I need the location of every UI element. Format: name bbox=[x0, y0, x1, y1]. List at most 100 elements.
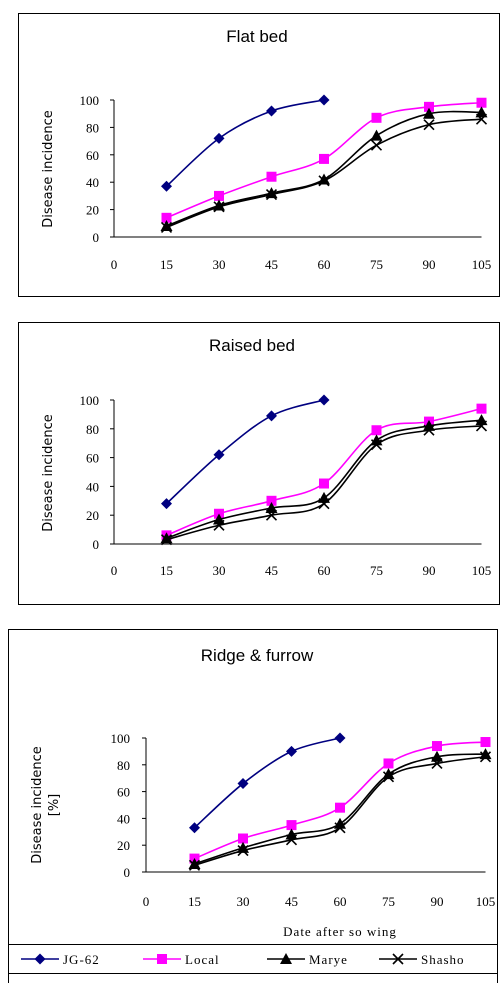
chart-title: Flat bed bbox=[226, 27, 287, 46]
y-tick-label: 20 bbox=[86, 508, 99, 523]
data-point-local bbox=[432, 741, 442, 752]
y-tick-label: 0 bbox=[93, 230, 100, 245]
x-tick-label: 60 bbox=[318, 257, 331, 272]
data-point-jg-62 bbox=[161, 180, 172, 192]
y-tick-label: 40 bbox=[86, 479, 99, 494]
y-tick-label: 100 bbox=[80, 393, 100, 408]
series-shasho bbox=[160, 113, 488, 233]
data-point-shasho bbox=[318, 175, 330, 187]
data-point-marye bbox=[160, 532, 173, 544]
data-point-marye bbox=[431, 750, 443, 762]
data-point-shasho bbox=[285, 834, 298, 846]
legend-marker-shasho bbox=[392, 953, 404, 965]
y-tick-label: 80 bbox=[86, 120, 99, 135]
data-point-shasho bbox=[160, 534, 173, 546]
chart-flat-bed: Flat bed Disease incidence 0 20 40 60 80 100 0 15… bbox=[41, 27, 491, 272]
chart-panel-ridge-furrow: Ridge & furrow Disease incidence [%] 0 20 40 6… bbox=[8, 629, 498, 983]
data-point-jg-62 bbox=[189, 822, 200, 834]
data-point-shasho bbox=[160, 221, 173, 233]
series-jg-62 bbox=[189, 732, 346, 834]
x-tick-label: 0 bbox=[143, 894, 150, 909]
data-point-shasho bbox=[334, 822, 346, 834]
data-point-jg-62 bbox=[161, 498, 172, 510]
y-tick-label: 40 bbox=[117, 811, 130, 826]
data-point-shasho bbox=[475, 113, 488, 125]
data-point-jg-62 bbox=[334, 732, 346, 744]
data-point-local bbox=[371, 112, 382, 123]
data-point-local bbox=[286, 820, 297, 831]
x-tick-label: 30 bbox=[213, 257, 226, 272]
chart-title: Raised bed bbox=[209, 336, 295, 355]
data-point-marye bbox=[188, 857, 201, 869]
legend-marker-jg-62 bbox=[34, 953, 46, 965]
data-point-local bbox=[319, 153, 329, 164]
x-tick-label: 75 bbox=[370, 563, 383, 578]
legend-marker-marye bbox=[280, 953, 292, 964]
data-point-local bbox=[476, 403, 487, 414]
series-line-jg-62 bbox=[165, 99, 325, 187]
y-tick-label: 80 bbox=[117, 758, 130, 773]
y-axis-label: Disease incidence bbox=[41, 414, 56, 532]
chart-title: Ridge & furrow bbox=[201, 646, 314, 665]
data-point-local bbox=[266, 495, 277, 506]
legend-entry-local: Local bbox=[143, 952, 220, 967]
data-point-marye bbox=[265, 502, 278, 513]
series-marye bbox=[160, 106, 488, 232]
data-point-local bbox=[238, 833, 248, 844]
data-point-local bbox=[476, 97, 487, 108]
x-tick-label: 15 bbox=[188, 894, 201, 909]
data-point-shasho bbox=[188, 859, 201, 871]
data-point-jg-62 bbox=[318, 394, 330, 406]
series-shasho bbox=[160, 420, 488, 546]
x-tick-label: 60 bbox=[334, 894, 347, 909]
data-point-shasho bbox=[265, 509, 278, 521]
data-point-local bbox=[319, 478, 329, 489]
chart-ridge-furrow: Ridge & furrow Disease incidence [%] 0 20 40 6… bbox=[30, 646, 496, 939]
data-point-jg-62 bbox=[318, 94, 330, 106]
x-tick-label: 45 bbox=[265, 563, 278, 578]
chart-legend: JG-62 Local Marye Shasho bbox=[8, 944, 498, 974]
data-point-local bbox=[371, 425, 382, 436]
y-tick-label: 60 bbox=[86, 148, 99, 163]
data-point-marye bbox=[475, 414, 488, 426]
series-line-jg-62 bbox=[193, 737, 341, 829]
data-point-marye bbox=[382, 768, 395, 780]
x-tick-label: 60 bbox=[318, 563, 331, 578]
data-point-shasho bbox=[382, 771, 395, 783]
data-point-local bbox=[335, 802, 345, 813]
data-point-local bbox=[383, 758, 394, 769]
series-jg-62 bbox=[161, 394, 330, 510]
data-point-marye bbox=[475, 106, 488, 118]
x-tick-label: 30 bbox=[237, 894, 250, 909]
y-tick-label: 0 bbox=[124, 865, 131, 880]
legend-marker-local bbox=[157, 954, 167, 964]
data-point-jg-62 bbox=[213, 449, 225, 461]
x-tick-label: 105 bbox=[476, 894, 496, 909]
y-axis-unit: [%] bbox=[47, 794, 62, 817]
x-tick-label: 15 bbox=[160, 563, 173, 578]
x-tick-label: 15 bbox=[160, 257, 173, 272]
x-tick-label: 105 bbox=[472, 563, 492, 578]
x-tick-label: 0 bbox=[111, 563, 118, 578]
data-point-shasho bbox=[318, 498, 330, 510]
legend-entry-marye: Marye bbox=[267, 952, 347, 967]
series-jg-62 bbox=[161, 94, 330, 192]
data-point-local bbox=[266, 171, 277, 182]
data-point-jg-62 bbox=[266, 410, 277, 422]
legend-label: Local bbox=[185, 952, 220, 967]
x-tick-label: 90 bbox=[423, 563, 436, 578]
y-axis-label: Disease incidence bbox=[41, 110, 56, 228]
data-point-local bbox=[424, 101, 434, 112]
data-point-shasho bbox=[237, 844, 249, 857]
x-tick-label: 0 bbox=[111, 257, 118, 272]
legend-svg: JG-62 Local Marye Shasho bbox=[21, 952, 464, 967]
y-tick-label: 20 bbox=[86, 203, 99, 218]
x-tick-label: 30 bbox=[213, 563, 226, 578]
data-point-shasho bbox=[423, 119, 435, 131]
y-tick-label: 20 bbox=[117, 838, 130, 853]
series-line-local bbox=[166, 407, 482, 537]
y-tick-label: 40 bbox=[86, 175, 99, 190]
data-point-shasho bbox=[423, 424, 435, 436]
data-point-marye bbox=[423, 107, 435, 119]
x-tick-label: 75 bbox=[370, 257, 383, 272]
